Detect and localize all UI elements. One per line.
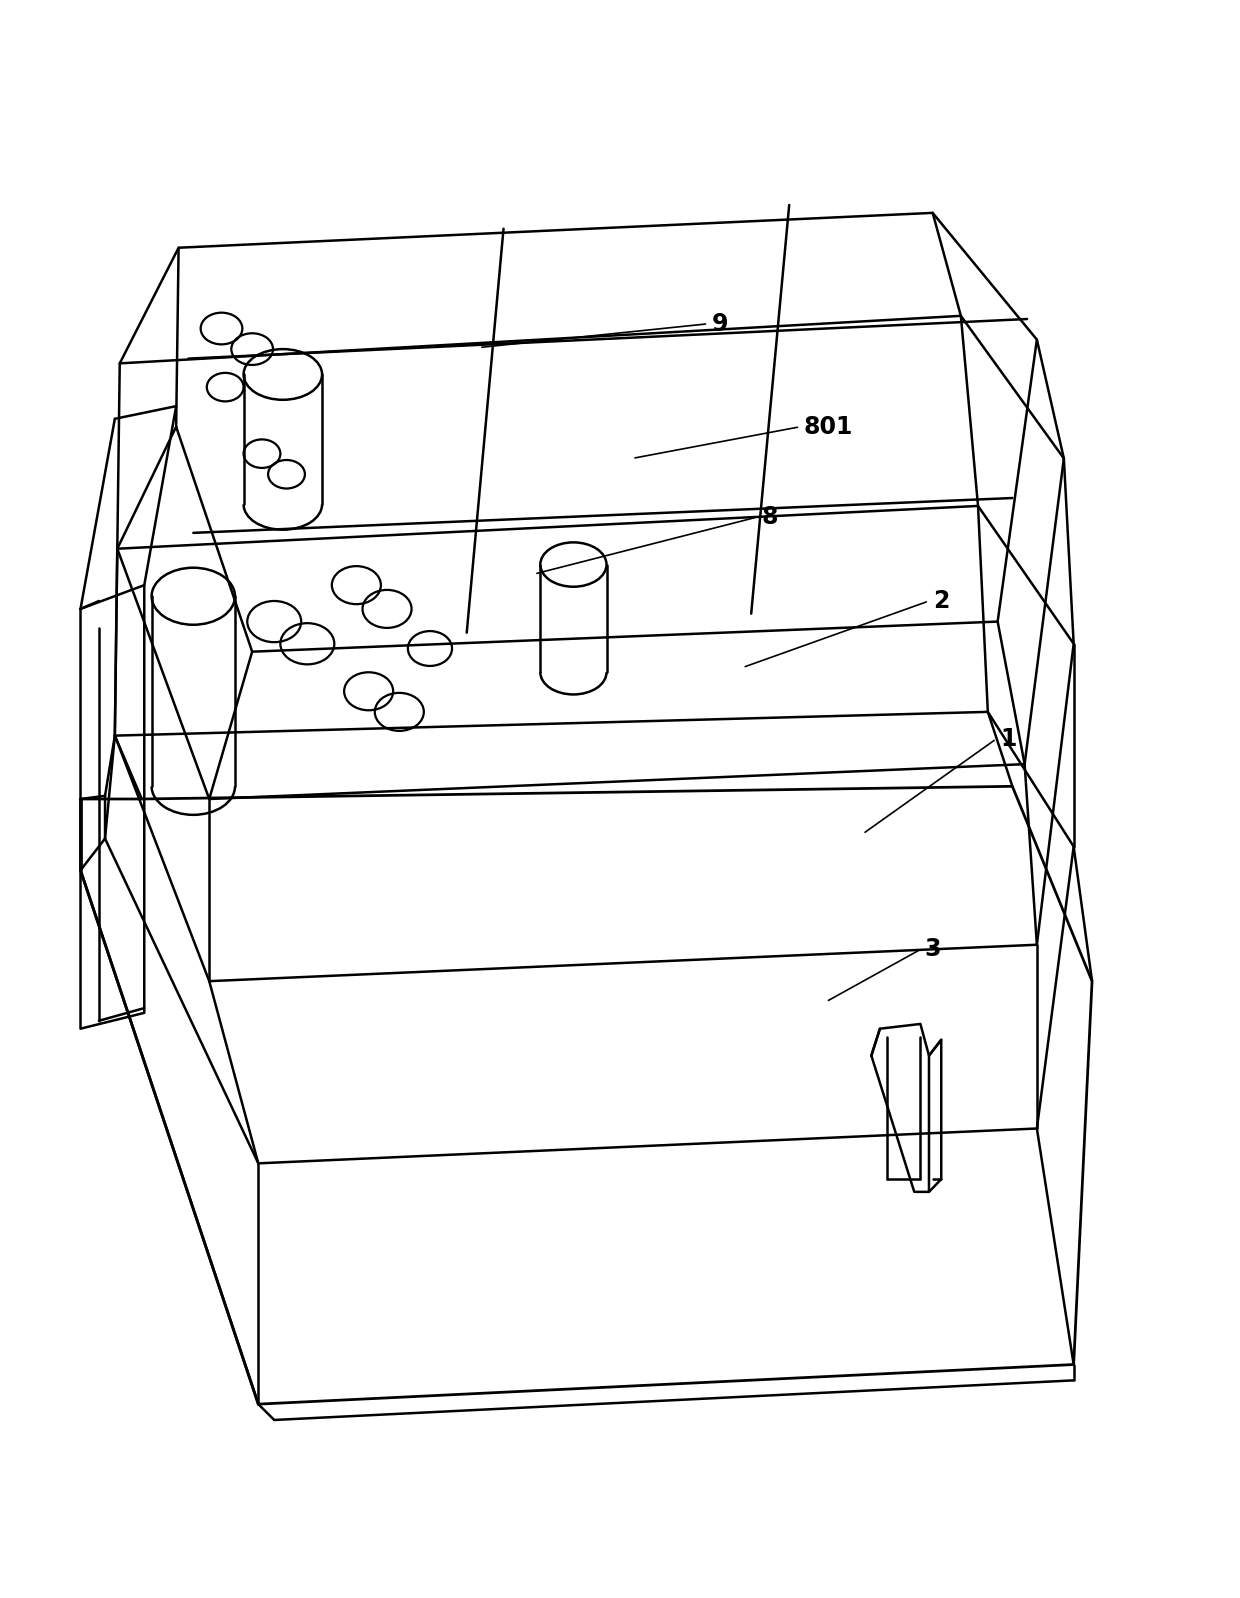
- Text: 1: 1: [1001, 727, 1017, 751]
- Text: 3: 3: [924, 938, 941, 962]
- Text: 801: 801: [804, 415, 853, 439]
- Text: 8: 8: [761, 505, 777, 529]
- Text: 9: 9: [712, 312, 728, 336]
- Text: 2: 2: [932, 590, 949, 614]
